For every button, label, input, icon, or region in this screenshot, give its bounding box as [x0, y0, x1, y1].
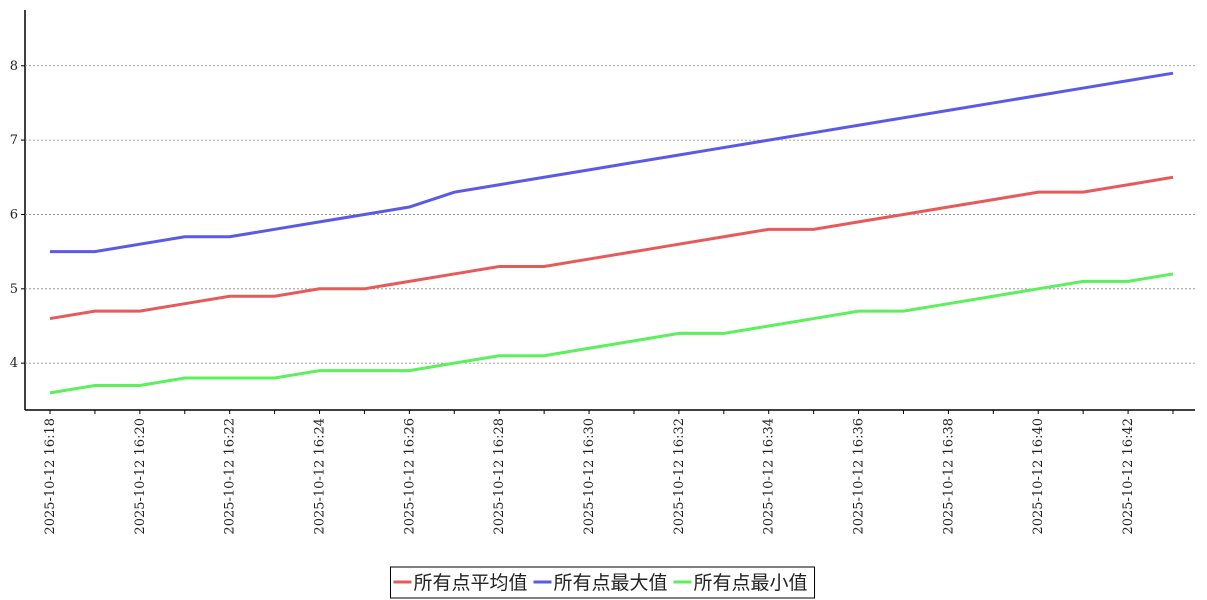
legend: 所有点平均值 所有点最大值 所有点最小值 [389, 566, 816, 599]
legend-box [389, 566, 816, 599]
x-tick-label: 2025-10-12 16:34 [762, 418, 777, 535]
x-tick-label: 2025-10-12 16:30 [582, 418, 597, 535]
series-line [49, 175, 1174, 321]
legend-label: 所有点最大值 [553, 572, 667, 594]
y-tick-label: 4 [10, 356, 18, 371]
x-tick-label: 2025-10-12 16:40 [1031, 418, 1046, 535]
x-tick-label: 2025-10-12 16:22 [223, 418, 238, 535]
legend-label: 所有点平均值 [413, 572, 527, 594]
x-tick-label: 2025-10-12 16:24 [313, 418, 328, 535]
legend-label: 所有点最小值 [694, 572, 808, 594]
series-line [50, 71, 1174, 254]
y-tick-label: 5 [10, 282, 18, 297]
x-tick-label: 2025-10-12 16:42 [1121, 418, 1136, 535]
series-line [49, 272, 1174, 395]
y-tick-label: 8 [10, 59, 18, 74]
y-tick-label: 6 [10, 207, 18, 222]
x-tick-label: 2025-10-12 16:18 [43, 418, 58, 535]
x-tick-label: 2025-10-12 16:38 [941, 418, 956, 535]
x-tick-label: 2025-10-12 16:26 [402, 418, 417, 535]
y-tick-label: 7 [10, 133, 18, 148]
x-tick-label: 2025-10-12 16:28 [492, 418, 507, 535]
x-tick-label: 2025-10-12 16:20 [133, 418, 148, 535]
x-tick-label: 2025-10-12 16:36 [852, 418, 867, 535]
x-tick-label: 2025-10-12 16:32 [672, 418, 687, 535]
